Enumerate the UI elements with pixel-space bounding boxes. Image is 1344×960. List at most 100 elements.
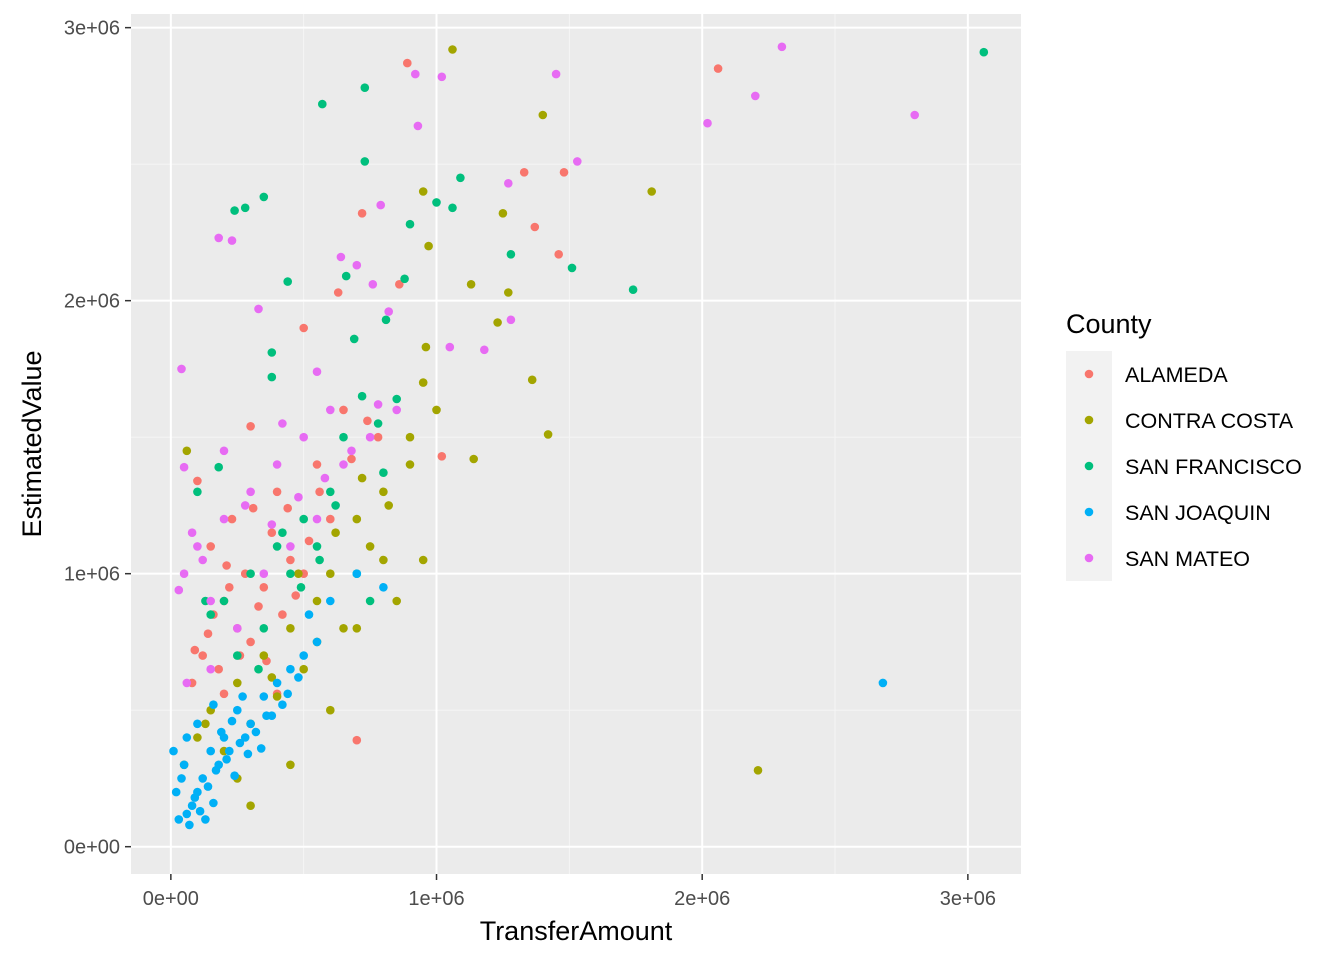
data-point-alameda (291, 591, 301, 600)
data-point-contra-costa (193, 733, 202, 742)
y-tick-label: 2e+06 (64, 291, 120, 313)
data-point-san-joaquin (251, 727, 261, 737)
data-point-san-mateo (198, 555, 207, 565)
data-point-san-joaquin (171, 787, 181, 797)
data-point-san-joaquin (211, 766, 221, 775)
x-axis: 0e+00 1e+06 2e+06 3e+06 (143, 874, 996, 910)
data-point-san-francisco (381, 315, 391, 325)
data-point-contra-costa (299, 664, 309, 674)
data-point-contra-costa (259, 651, 269, 660)
data-point-san-joaquin (187, 801, 197, 810)
data-point-san-mateo (365, 432, 375, 442)
data-point-san-mateo (254, 304, 263, 314)
data-point-contra-costa (405, 432, 415, 442)
data-point-san-mateo (573, 157, 582, 166)
data-point-san-francisco (240, 203, 250, 213)
data-point-alameda (333, 288, 343, 297)
data-point-alameda (286, 555, 295, 565)
data-point-san-mateo (179, 462, 189, 472)
data-point-san-joaquin (262, 711, 271, 720)
data-point-san-joaquin (222, 755, 231, 764)
data-point-contra-costa (201, 719, 210, 729)
data-point-san-joaquin (182, 733, 192, 742)
data-point-contra-costa (493, 318, 502, 327)
y-tick-label: 0e+00 (64, 837, 120, 859)
data-point-san-francisco (315, 555, 324, 565)
data-point-contra-costa (527, 375, 537, 385)
data-point-san-joaquin (246, 719, 255, 729)
y-tick-label: 3e+06 (64, 18, 120, 40)
legend-label: ALAMEDA (1125, 363, 1228, 387)
data-point-san-mateo (347, 446, 356, 456)
data-point-alameda (352, 735, 362, 745)
data-point-san-mateo (206, 664, 215, 674)
data-point-san-francisco (286, 569, 295, 578)
data-point-contra-costa (466, 280, 476, 289)
x-tick-label: 3e+06 (940, 888, 996, 910)
data-point-alameda (254, 602, 263, 611)
data-point-san-mateo (278, 419, 287, 428)
data-point-san-mateo (777, 42, 787, 52)
data-point-san-mateo (326, 405, 335, 415)
data-point-san-francisco (214, 462, 223, 472)
data-point-contra-costa (384, 501, 394, 510)
data-point-alameda (437, 452, 447, 461)
data-point-san-joaquin (272, 678, 282, 688)
data-point-contra-costa (498, 209, 508, 218)
data-point-alameda (203, 629, 213, 638)
data-point-san-joaquin (177, 774, 186, 783)
data-point-san-francisco (299, 514, 309, 524)
data-point-san-mateo (267, 520, 277, 529)
data-point-san-mateo (179, 569, 189, 578)
data-point-san-mateo (233, 624, 242, 633)
data-point-san-joaquin (209, 700, 218, 709)
data-point-san-francisco (373, 419, 383, 428)
legend-marker (1084, 461, 1094, 471)
data-point-san-francisco (230, 206, 239, 215)
data-point-san-mateo (339, 460, 348, 469)
data-point-alameda (519, 168, 529, 177)
data-point-san-joaquin (203, 782, 213, 791)
data-point-alameda (326, 514, 335, 524)
data-point-san-joaquin (225, 746, 234, 756)
data-point-alameda (713, 64, 723, 73)
data-point-san-joaquin (198, 774, 207, 783)
data-point-contra-costa (405, 460, 415, 469)
data-point-contra-costa (233, 678, 242, 688)
data-point-san-francisco (979, 47, 989, 57)
data-point-san-mateo (751, 91, 760, 101)
data-point-san-francisco (259, 624, 269, 633)
data-point-alameda (530, 222, 540, 232)
data-point-contra-costa (339, 624, 348, 633)
data-point-san-joaquin (878, 678, 888, 688)
legend: County ALAMEDA CONTRA COSTA SAN FRANCISCO S… (1066, 309, 1302, 581)
data-point-san-mateo (240, 501, 250, 510)
data-point-san-francisco (432, 198, 441, 207)
data-point-san-mateo (910, 110, 919, 120)
data-point-san-mateo (368, 280, 378, 289)
data-point-san-mateo (703, 118, 712, 128)
data-point-san-joaquin (379, 583, 388, 592)
data-point-san-francisco (296, 583, 306, 592)
data-point-san-mateo (445, 342, 455, 352)
legend-label: CONTRA COSTA (1125, 409, 1294, 433)
data-point-san-francisco (456, 173, 465, 183)
data-point-san-joaquin (235, 738, 245, 748)
data-point-san-joaquin (238, 692, 247, 701)
data-point-san-francisco (254, 664, 263, 674)
data-point-alameda (206, 542, 215, 551)
data-point-alameda (225, 583, 234, 592)
data-point-san-mateo (392, 405, 402, 415)
data-point-alameda (299, 323, 309, 333)
data-point-alameda (193, 476, 202, 486)
data-point-san-mateo (286, 542, 295, 551)
data-point-san-francisco (246, 569, 255, 578)
legend-label: SAN JOAQUIN (1125, 501, 1271, 525)
data-point-san-joaquin (179, 760, 189, 770)
data-point-san-francisco (392, 394, 402, 404)
data-point-san-francisco (448, 203, 457, 213)
plot-panel (131, 14, 1021, 874)
data-point-san-mateo (437, 72, 447, 82)
data-point-san-mateo (480, 345, 489, 355)
data-point-alameda (190, 645, 200, 655)
